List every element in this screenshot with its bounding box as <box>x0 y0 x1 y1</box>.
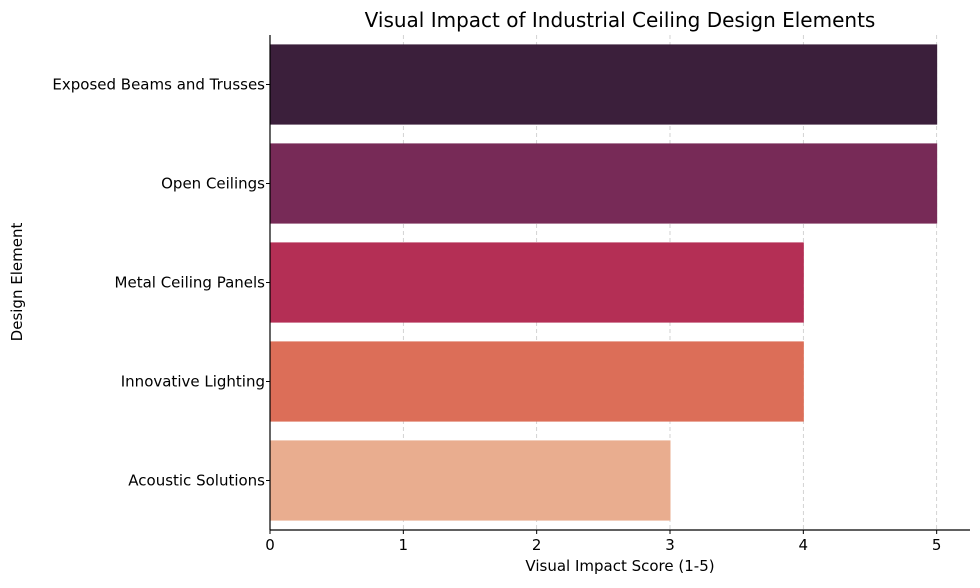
x-tick-label: 3 <box>665 536 675 554</box>
bar-open-ceilings <box>269 143 938 224</box>
y-tick-label: Metal Ceiling Panels <box>115 274 266 292</box>
bars <box>269 44 938 521</box>
x-axis-label: Visual Impact Score (1-5) <box>525 557 714 575</box>
x-tick-label: 5 <box>932 536 942 554</box>
axes <box>266 35 970 534</box>
y-tick-label: Acoustic Solutions <box>128 472 265 490</box>
y-tick-label: Innovative Lighting <box>121 373 265 391</box>
y-tick-label: Open Ceilings <box>161 175 265 193</box>
chart-title: Visual Impact of Industrial Ceiling Desi… <box>365 8 876 32</box>
x-tick-label: 4 <box>799 536 809 554</box>
tick-labels: Exposed Beams and Trusses Open Ceilings Me… <box>52 76 941 555</box>
bar-metal-ceiling-panels <box>269 242 804 323</box>
x-tick-label: 1 <box>399 536 409 554</box>
bar-acoustic-solutions <box>269 440 671 521</box>
y-tick-label: Exposed Beams and Trusses <box>52 76 265 94</box>
x-tick-label: 0 <box>265 536 275 554</box>
bar-innovative-lighting <box>269 341 804 422</box>
y-axis-label: Design Element <box>8 223 26 342</box>
x-tick-label: 2 <box>532 536 542 554</box>
bar-exposed-beams-and-trusses <box>269 44 938 125</box>
